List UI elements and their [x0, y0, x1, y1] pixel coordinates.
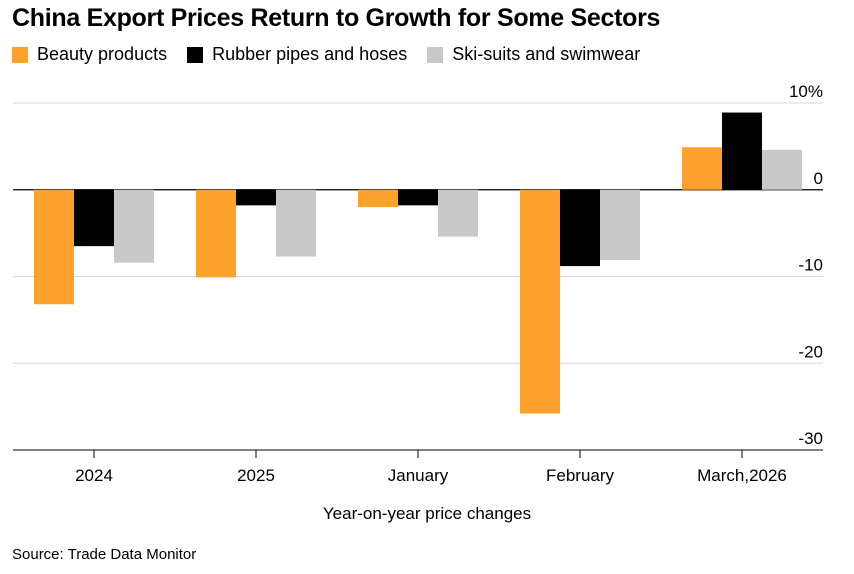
bar: [520, 189, 560, 414]
bar: [34, 189, 74, 305]
bar: [682, 147, 722, 190]
x-axis-label: Year-on-year price changes: [322, 504, 532, 523]
bar: [722, 112, 762, 190]
y-tick-label: -20: [798, 342, 823, 361]
y-tick-label: -30: [798, 429, 823, 448]
x-tick-label: February: [546, 466, 615, 485]
legend-swatch-beauty-products: [12, 46, 28, 63]
bar: [196, 189, 236, 278]
x-tick-label: 2025: [237, 466, 275, 485]
y-tick-label: 0: [814, 169, 823, 188]
bar-chart: 10% 0 -10 -20 -30 2024 2025 January February Marc…: [13, 82, 823, 485]
legend-label-beauty-products: Beauty products: [37, 44, 168, 64]
legend-label-rubber-pipes: Rubber pipes and hoses: [212, 44, 408, 64]
x-tick-label: January: [388, 466, 449, 485]
legend: Beauty products Rubber pipes and hoses S…: [12, 44, 660, 65]
bar: [438, 189, 478, 237]
source-note: Source: Trade Data Monitor: [12, 546, 197, 563]
bar: [762, 149, 802, 190]
bar: [114, 189, 154, 263]
bar: [560, 189, 600, 267]
y-tick-label: -10: [798, 256, 823, 275]
bar: [398, 189, 438, 206]
legend-swatch-rubber-pipes: [187, 46, 204, 63]
y-tick-label: 10%: [789, 82, 823, 101]
legend-swatch-ski-suits: [427, 46, 444, 63]
bar: [358, 189, 398, 208]
bar: [600, 189, 640, 261]
legend-item-rubber-pipes: Rubber pipes and hoses: [187, 44, 407, 65]
chart-title: China Export Prices Return to Growth for…: [12, 4, 661, 32]
x-tick-label: March,2026: [697, 466, 787, 485]
legend-item-ski-suits: Ski-suits and swimwear: [427, 44, 640, 65]
legend-label-ski-suits: Ski-suits and swimwear: [452, 44, 641, 64]
legend-item-beauty-products: Beauty products: [12, 44, 167, 65]
bar: [74, 189, 114, 247]
bar: [276, 189, 316, 257]
x-tick-label: 2024: [75, 466, 113, 485]
bar: [236, 189, 276, 206]
